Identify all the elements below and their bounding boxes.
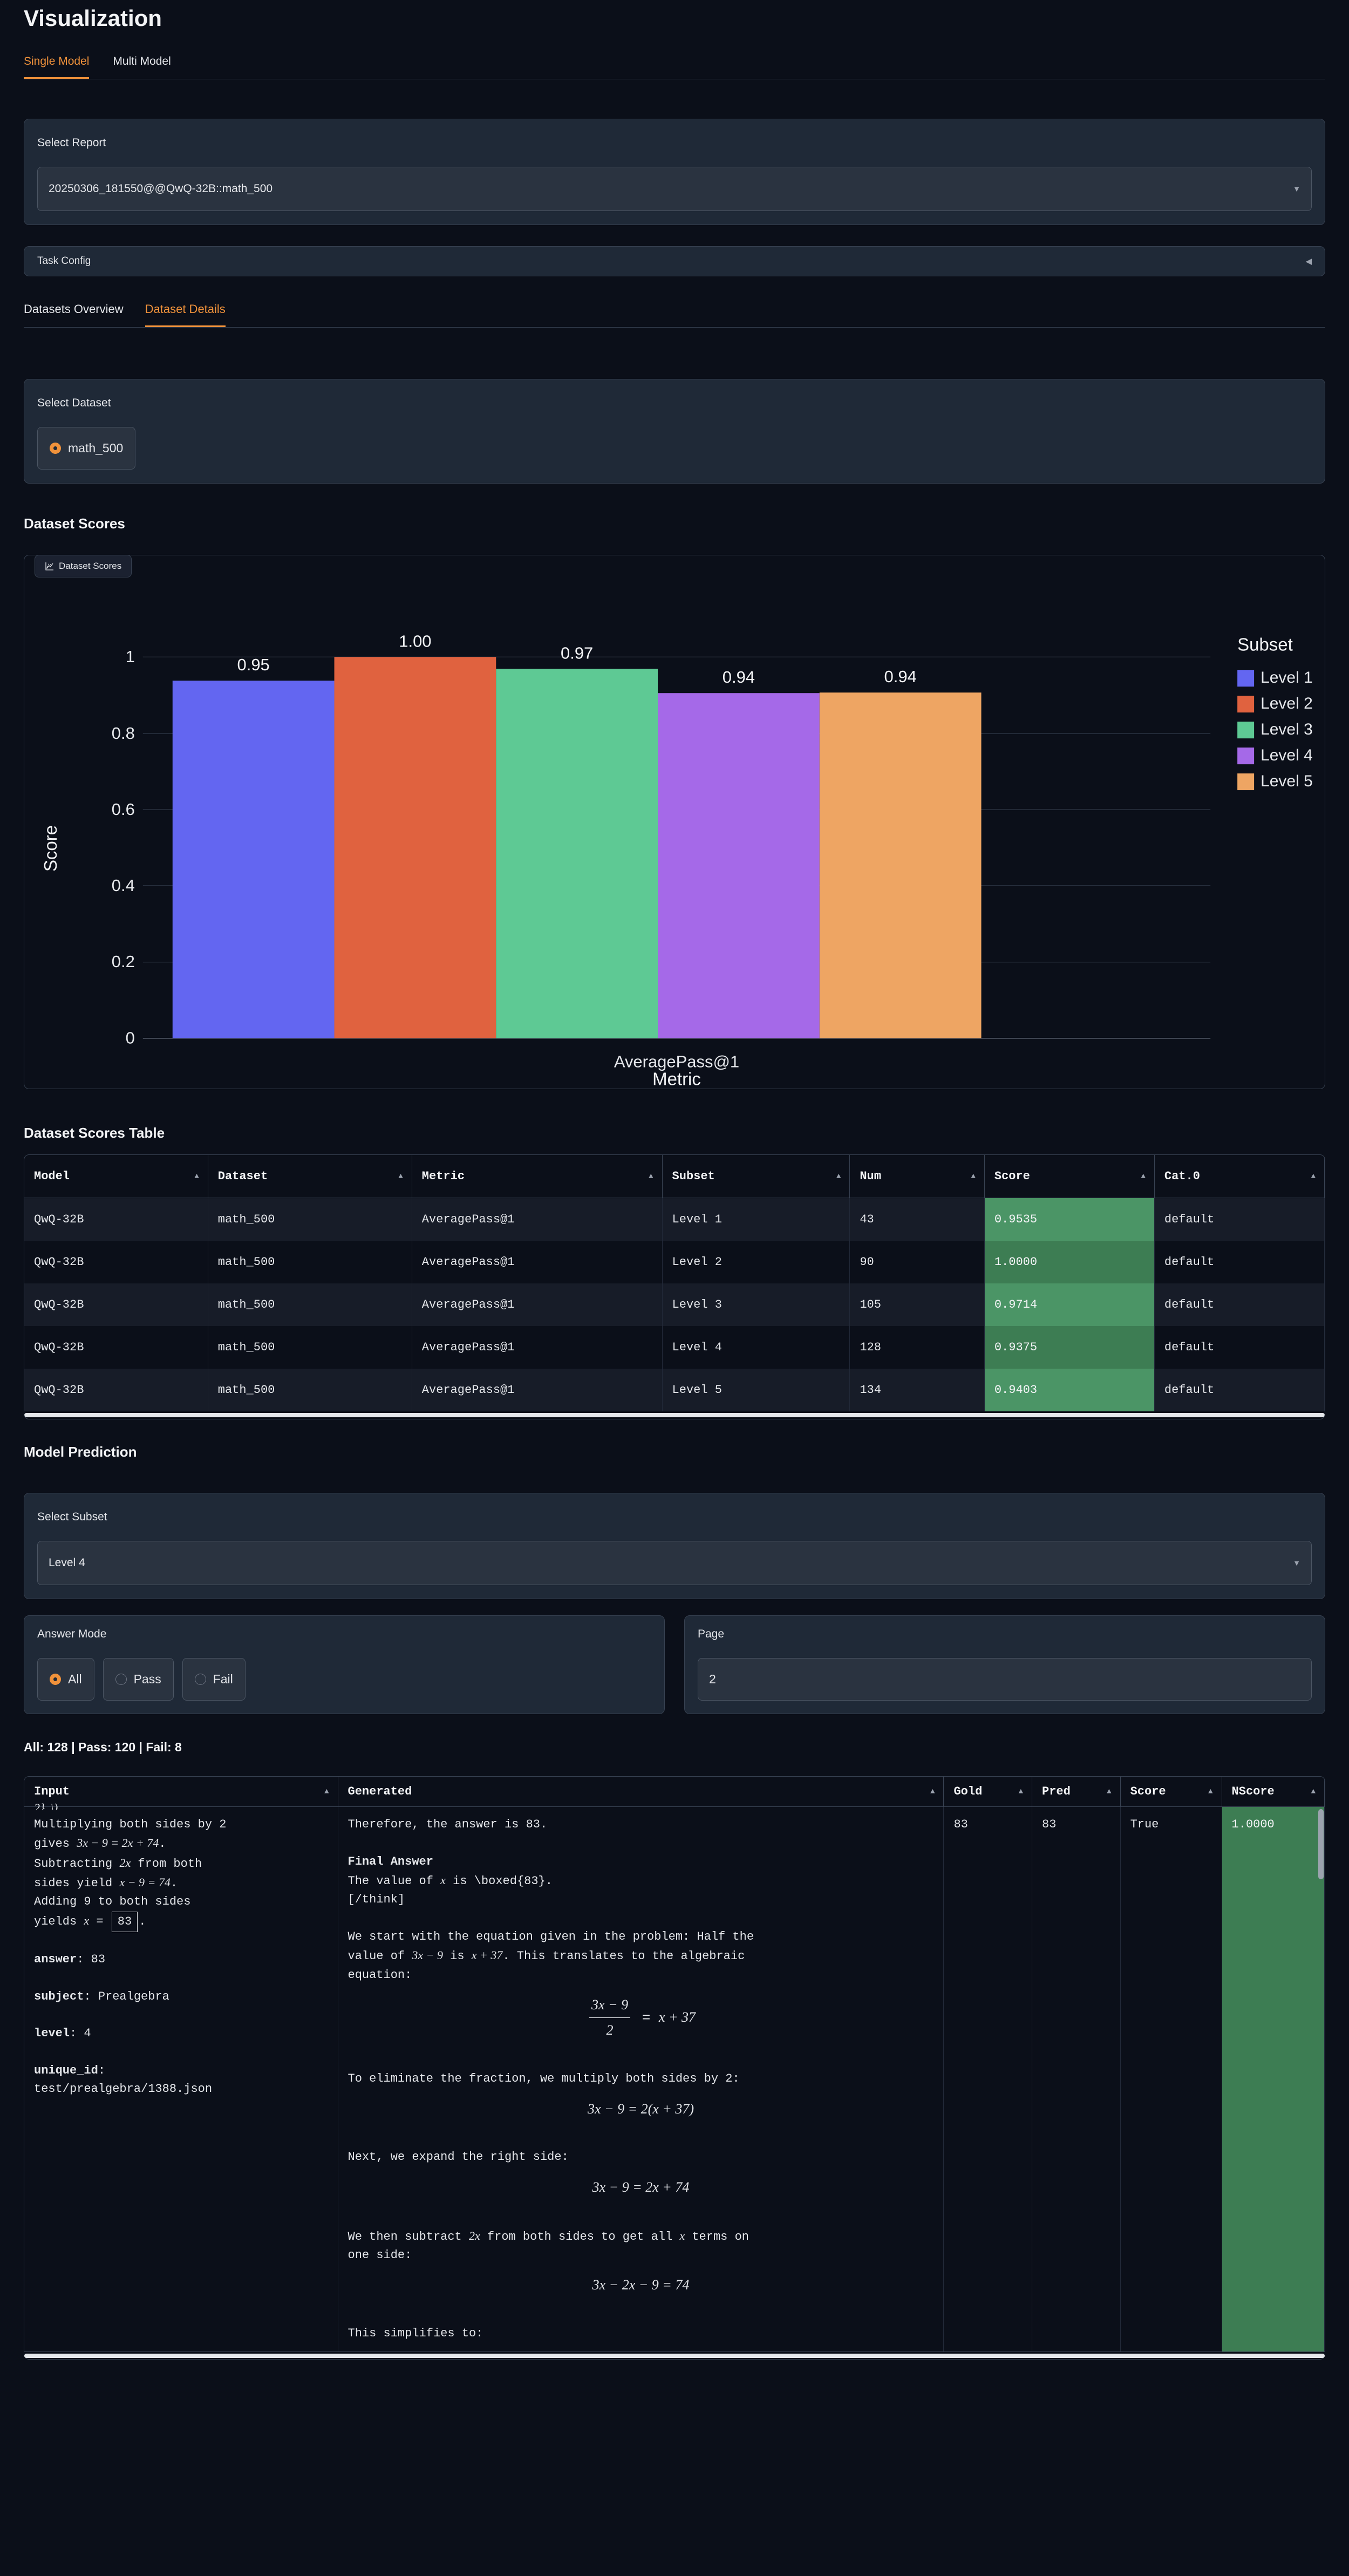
svg-text:0.8: 0.8 [112,724,135,743]
svg-text:1.00: 1.00 [399,631,431,650]
svg-text:0.4: 0.4 [112,876,135,895]
svg-text:Subset: Subset [1237,634,1293,654]
svg-text:0.97: 0.97 [561,643,593,662]
svg-text:0.94: 0.94 [723,668,755,687]
svg-text:Level 5: Level 5 [1261,772,1313,790]
svg-text:Level 4: Level 4 [1261,746,1313,764]
svg-text:Metric: Metric [652,1069,701,1089]
svg-text:0.95: 0.95 [237,655,270,674]
svg-text:Level 3: Level 3 [1261,721,1313,738]
svg-text:AveragePass@1: AveragePass@1 [614,1052,739,1071]
svg-text:0.94: 0.94 [884,667,917,686]
svg-text:0: 0 [126,1029,135,1048]
svg-text:1: 1 [126,647,135,666]
svg-text:0.2: 0.2 [112,952,135,971]
svg-text:Score: Score [40,825,60,872]
svg-text:Level 1: Level 1 [1261,669,1313,687]
svg-text:0.6: 0.6 [112,800,135,819]
svg-text:Level 2: Level 2 [1261,695,1313,712]
